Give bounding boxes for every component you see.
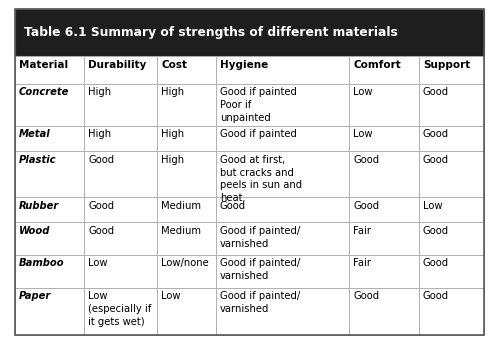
Bar (419, 288, 484, 335)
Bar (15, 126, 84, 151)
Bar (157, 288, 216, 335)
Bar (419, 151, 484, 197)
Text: Cost: Cost (161, 60, 187, 69)
Text: Low: Low (353, 87, 373, 97)
Text: Material: Material (19, 60, 68, 69)
Text: High: High (161, 129, 184, 139)
Text: Low: Low (353, 129, 373, 139)
Bar (419, 255, 484, 288)
Text: Low: Low (423, 201, 442, 211)
Bar (157, 197, 216, 223)
Bar (216, 255, 349, 288)
Text: High: High (88, 87, 111, 97)
Bar (349, 223, 419, 255)
Text: Low/none: Low/none (161, 258, 209, 268)
Text: Rubber: Rubber (19, 201, 59, 211)
Text: Good: Good (423, 155, 449, 165)
Text: High: High (161, 87, 184, 97)
Text: Good if painted/
varnished: Good if painted/ varnished (220, 258, 300, 281)
Text: Good: Good (353, 155, 380, 165)
Text: Good: Good (88, 201, 114, 211)
Text: Medium: Medium (161, 226, 201, 236)
Text: Wood: Wood (19, 226, 50, 236)
Text: Table 6.1 Summary of strengths of different materials: Table 6.1 Summary of strengths of differ… (24, 26, 398, 39)
Text: Metal: Metal (19, 129, 50, 139)
Bar (349, 255, 419, 288)
Bar (419, 197, 484, 223)
Text: Good: Good (423, 87, 449, 97)
Bar (157, 255, 216, 288)
Text: Medium: Medium (161, 201, 201, 211)
Bar (216, 151, 349, 197)
Bar (15, 84, 84, 126)
Text: Paper: Paper (19, 291, 51, 301)
Bar (157, 56, 216, 84)
Bar (84, 288, 157, 335)
Text: Good if painted
Poor if
unpainted: Good if painted Poor if unpainted (220, 87, 296, 123)
Bar (419, 126, 484, 151)
Bar (157, 84, 216, 126)
Text: Fair: Fair (353, 226, 371, 236)
Text: Good: Good (88, 155, 114, 165)
Bar (15, 151, 84, 197)
Bar (349, 288, 419, 335)
Text: Good: Good (423, 291, 449, 301)
Text: High: High (88, 129, 111, 139)
Bar (216, 288, 349, 335)
Text: Fair: Fair (353, 258, 371, 268)
Text: Concrete: Concrete (19, 87, 69, 97)
Bar (216, 126, 349, 151)
Bar (157, 126, 216, 151)
Bar (419, 56, 484, 84)
Bar (216, 84, 349, 126)
Bar (84, 255, 157, 288)
Bar (84, 126, 157, 151)
Bar (84, 84, 157, 126)
Bar (15, 223, 84, 255)
Bar (15, 9, 484, 56)
Text: Good if painted/
varnished: Good if painted/ varnished (220, 226, 300, 249)
Text: Good: Good (423, 258, 449, 268)
Bar (349, 84, 419, 126)
Text: Durability: Durability (88, 60, 147, 69)
Text: Good if painted/
varnished: Good if painted/ varnished (220, 291, 300, 314)
Text: Good: Good (220, 201, 246, 211)
Bar (15, 255, 84, 288)
Bar (84, 223, 157, 255)
Bar (157, 223, 216, 255)
Bar (15, 197, 84, 223)
Text: Bamboo: Bamboo (19, 258, 64, 268)
Text: Low
(especially if
it gets wet): Low (especially if it gets wet) (88, 291, 152, 327)
Text: Comfort: Comfort (353, 60, 401, 69)
Text: Good if painted: Good if painted (220, 129, 296, 139)
Text: Plastic: Plastic (19, 155, 56, 165)
Text: Good: Good (353, 201, 380, 211)
Text: Good: Good (423, 226, 449, 236)
Text: Good at first,
but cracks and
peels in sun and
heat.: Good at first, but cracks and peels in s… (220, 155, 302, 203)
Bar (216, 197, 349, 223)
Text: Hygiene: Hygiene (220, 60, 268, 69)
Bar (84, 197, 157, 223)
Text: High: High (161, 155, 184, 165)
Text: Good: Good (88, 226, 114, 236)
Text: Good: Good (353, 291, 380, 301)
Bar (349, 197, 419, 223)
Text: Low: Low (88, 258, 108, 268)
Bar (349, 126, 419, 151)
Text: Support: Support (423, 60, 470, 69)
Bar (349, 56, 419, 84)
Bar (349, 151, 419, 197)
Bar (216, 223, 349, 255)
Bar (84, 56, 157, 84)
Bar (216, 56, 349, 84)
Bar (419, 223, 484, 255)
Text: Good: Good (423, 129, 449, 139)
Bar (84, 151, 157, 197)
Text: Low: Low (161, 291, 181, 301)
Bar (15, 56, 84, 84)
Bar (15, 288, 84, 335)
Bar (157, 151, 216, 197)
Bar (419, 84, 484, 126)
